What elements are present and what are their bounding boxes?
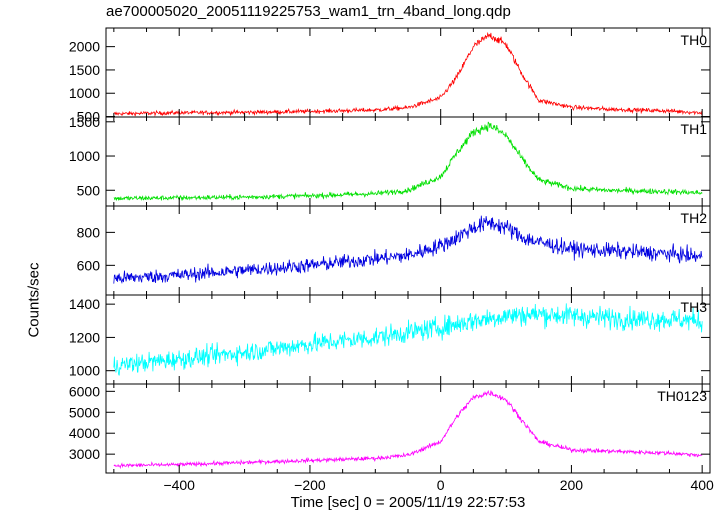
panel-th0-y-tick-label: 2000 <box>69 39 100 55</box>
panel-th0-y-tick-label: 1500 <box>69 62 100 78</box>
panel-th0-series-line <box>113 31 703 117</box>
panel-th1-y-tick-label: 500 <box>77 182 101 198</box>
panel-th3-frame <box>105 294 711 385</box>
panel-th0-series-name: TH0 <box>681 32 708 48</box>
panel-th3-series-name: TH3 <box>681 299 708 315</box>
panel-th1-y-tick-label: 1500 <box>69 114 100 130</box>
panel-th1-y-tick-label: 1000 <box>69 148 100 164</box>
panel-th0123-y-tick-label: 4000 <box>69 425 100 441</box>
x-tick-label: 400 <box>690 477 714 493</box>
panel-th1-series-line <box>113 121 703 202</box>
panel-th0123-y-tick-label: 5000 <box>69 404 100 420</box>
panel-th0123-frame <box>105 383 711 474</box>
panel-th0-y-tick-label: 1000 <box>69 85 100 101</box>
x-tick-label: 0 <box>437 477 445 493</box>
x-tick-label: −400 <box>163 477 195 493</box>
panel-th3-series-line <box>113 303 703 376</box>
panel-th3-y-tick-label: 1000 <box>69 363 100 379</box>
panel-th0123-y-tick-label: 6000 <box>69 383 100 399</box>
panel-th0123-y-tick-label: 3000 <box>69 446 100 462</box>
panel-th2-y-tick-label: 800 <box>77 224 101 240</box>
panel-th1-series-name: TH1 <box>681 121 708 137</box>
panel-th0-frame <box>105 27 711 118</box>
panel-th0123-series-line <box>113 389 703 470</box>
x-tick-label: 200 <box>560 477 584 493</box>
chart-title: ae700005020_20051119225753_wam1_trn_4ban… <box>106 3 511 20</box>
x-axis-label: Time [sec] 0 = 2005/11/19 22:57:53 <box>290 494 526 511</box>
panel-th2-series-line <box>113 215 703 284</box>
panel-th0123-series-name: TH0123 <box>657 388 707 404</box>
panel-th2-y-tick-label: 600 <box>77 257 101 273</box>
panel-th0-y-tick-label: 500 <box>77 109 101 125</box>
panel-th3-y-tick-label: 1200 <box>69 329 100 345</box>
panel-th2-series-name: TH2 <box>681 210 708 226</box>
panel-th3-y-tick-label: 1400 <box>69 296 100 312</box>
panel-th1-frame <box>105 116 711 207</box>
x-tick-label: −200 <box>294 477 326 493</box>
